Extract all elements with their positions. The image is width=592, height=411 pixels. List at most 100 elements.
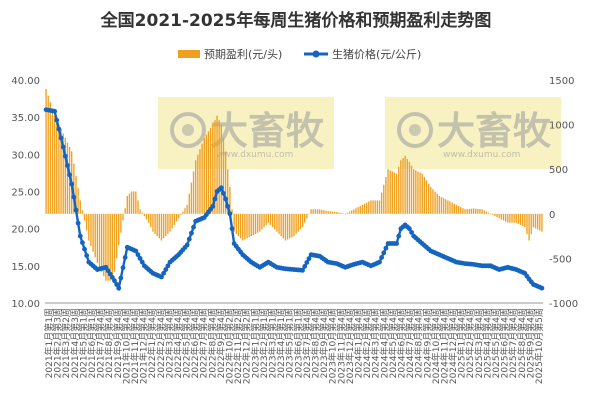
x-tick-label: 2024年9月第4周 bbox=[421, 308, 433, 378]
profit-bar bbox=[158, 213, 161, 239]
profit-bar bbox=[192, 171, 195, 214]
price-point bbox=[383, 245, 389, 251]
legend-label-price: 生猪价格(元/公斤) bbox=[332, 47, 421, 61]
profit-bar bbox=[436, 193, 438, 214]
x-tick-label: 2022年4月第4周 bbox=[172, 308, 184, 378]
x-tick-label: 2024年7月第4周 bbox=[404, 308, 416, 378]
profit-bar bbox=[152, 213, 154, 232]
price-point bbox=[122, 255, 128, 260]
x-tick-label: 2022年9月第4周 bbox=[215, 308, 227, 378]
x-tick-label: 2024年11月第4周 bbox=[438, 308, 450, 384]
profit-bar bbox=[528, 213, 530, 241]
price-point bbox=[302, 263, 308, 269]
profit-bar bbox=[224, 151, 227, 214]
x-tick-label: 2023年3月第1周 bbox=[267, 308, 279, 378]
profit-bar bbox=[289, 213, 291, 239]
price-point bbox=[396, 233, 402, 239]
profit-bar bbox=[122, 213, 124, 221]
x-tick-label: 2025年4月第4周 bbox=[481, 308, 493, 378]
x-tick-label: 2024年6月第4周 bbox=[395, 308, 407, 378]
profit-bar bbox=[442, 198, 445, 214]
profit-bar bbox=[470, 208, 473, 214]
profit-bar bbox=[312, 209, 314, 214]
profit-bar bbox=[171, 213, 173, 229]
price-point bbox=[114, 282, 119, 287]
profit-bar bbox=[500, 213, 503, 220]
profit-bar bbox=[150, 213, 152, 228]
profit-bar bbox=[180, 213, 182, 215]
price-point bbox=[409, 229, 414, 235]
profit-bar bbox=[291, 213, 293, 238]
y-left-tick: 20.00 bbox=[11, 225, 40, 236]
price-point bbox=[191, 224, 196, 230]
profit-bar bbox=[415, 170, 417, 214]
watermark-logo-icon bbox=[170, 112, 206, 148]
profit-bar bbox=[299, 213, 302, 230]
profit-bar bbox=[374, 200, 376, 214]
profit-bar bbox=[173, 213, 175, 225]
profit-bar bbox=[383, 184, 385, 214]
profit-bar bbox=[109, 213, 111, 281]
price-point bbox=[165, 263, 171, 269]
profit-bar bbox=[393, 172, 396, 214]
price-point bbox=[379, 255, 385, 260]
profit-bar bbox=[342, 213, 344, 214]
x-tick-label: 2024年4月第4周 bbox=[378, 308, 390, 378]
price-point bbox=[161, 270, 167, 276]
profit-bar bbox=[267, 213, 270, 223]
profit-bar bbox=[98, 213, 101, 268]
profit-bar bbox=[169, 213, 171, 232]
profit-bar bbox=[344, 213, 346, 215]
profit-bar bbox=[321, 209, 323, 214]
profit-bar bbox=[541, 213, 543, 232]
profit-bar bbox=[532, 213, 535, 228]
profit-bar bbox=[361, 204, 364, 214]
profit-bar bbox=[280, 213, 282, 237]
profit-bar bbox=[466, 209, 468, 214]
profit-bar bbox=[460, 207, 462, 214]
legend-marker-price bbox=[312, 50, 320, 58]
profit-bar bbox=[434, 191, 436, 214]
y-right-tick: -1000 bbox=[549, 299, 578, 310]
profit-bar bbox=[449, 201, 451, 214]
x-tick-label: 2025年3月第4周 bbox=[473, 308, 485, 378]
price-point bbox=[137, 256, 143, 261]
axes: 10.00 15.00 20.00 25.00 30.00 35.00 40.00 -1000… bbox=[11, 76, 578, 384]
price-point bbox=[112, 278, 117, 284]
profit-bar bbox=[389, 170, 391, 214]
x-tick-label: 2025年9月第4周 bbox=[524, 308, 536, 378]
profit-bar bbox=[391, 171, 393, 214]
profit-bar bbox=[378, 200, 381, 214]
x-tick-label: 2022年3月第4周 bbox=[163, 308, 175, 378]
profit-bar bbox=[201, 143, 203, 214]
x-tick-label: 2021年3月第2周 bbox=[60, 308, 72, 378]
profit-bar bbox=[231, 209, 233, 214]
profit-bar bbox=[120, 213, 122, 233]
profit-bar bbox=[297, 213, 299, 232]
price-point bbox=[210, 203, 216, 209]
profit-bar bbox=[261, 213, 263, 230]
profit-bar bbox=[160, 213, 163, 241]
profit-bar bbox=[370, 200, 372, 214]
profit-bar bbox=[323, 210, 325, 214]
profit-bar bbox=[489, 213, 492, 215]
profit-bar bbox=[318, 209, 321, 214]
profit-bar bbox=[355, 208, 357, 214]
profit-bar bbox=[338, 212, 340, 214]
profit-bar bbox=[227, 169, 229, 214]
price-point bbox=[163, 267, 169, 272]
profit-bar bbox=[421, 173, 423, 214]
profit-bar bbox=[385, 177, 387, 214]
profit-bar bbox=[252, 213, 255, 235]
price-point bbox=[56, 126, 62, 132]
profit-bar bbox=[235, 213, 237, 234]
profit-bar bbox=[145, 213, 148, 220]
profit-bar bbox=[135, 191, 137, 214]
price-point bbox=[58, 135, 64, 141]
profit-bar bbox=[271, 213, 274, 228]
profit-bar bbox=[507, 213, 509, 223]
profit-bar bbox=[438, 195, 441, 214]
price-point bbox=[381, 250, 387, 256]
profit-bar bbox=[222, 137, 225, 214]
